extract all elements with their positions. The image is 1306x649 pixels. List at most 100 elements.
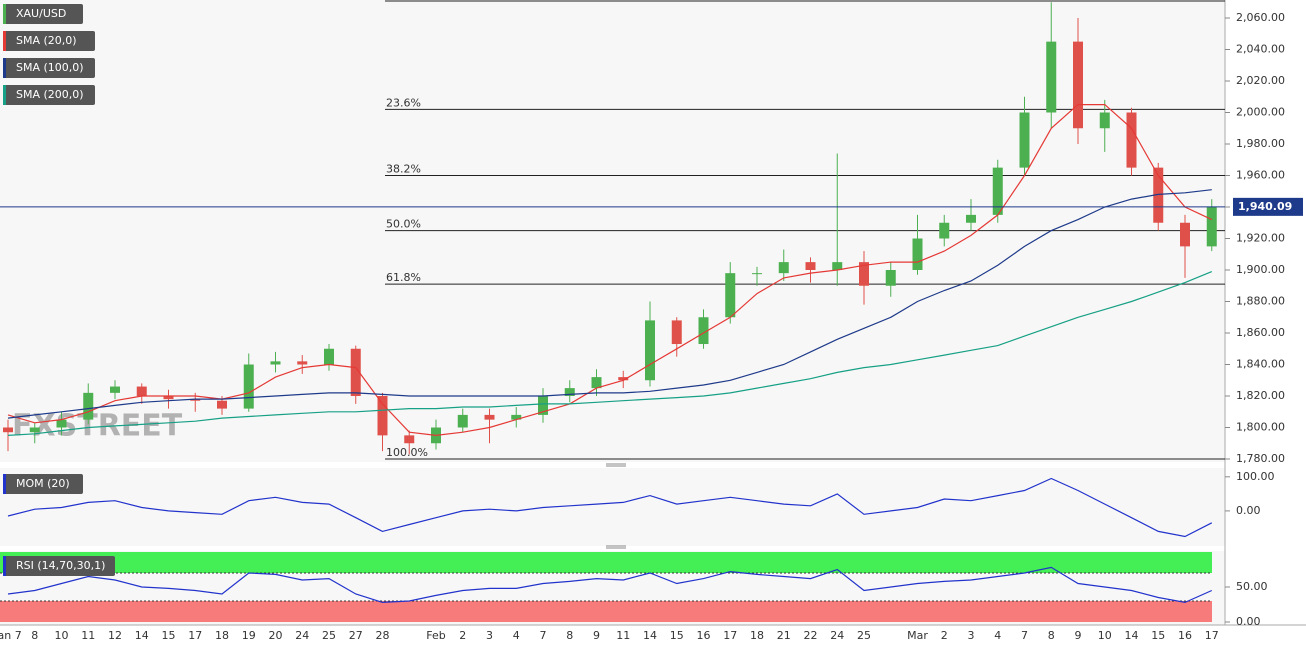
y-tick-label: 50.00 [1236, 580, 1268, 593]
y-tick-label: 2,060.00 [1236, 11, 1285, 24]
legend-box [3, 85, 95, 105]
fib-label: 23.6% [386, 96, 421, 109]
fib-label: 61.8% [386, 271, 421, 284]
legend-label: SMA (200,0) [16, 88, 84, 101]
candle-body [29, 427, 40, 433]
candle-body [83, 392, 94, 420]
x-tick-label: 24 [295, 629, 309, 642]
x-tick-label: 2 [459, 629, 466, 642]
legend-box [3, 556, 115, 576]
y-tick-label: 2,000.00 [1236, 106, 1285, 119]
x-tick-label: 4 [513, 629, 520, 642]
x-tick-label: 14 [135, 629, 149, 642]
sma-line [7, 189, 1212, 419]
x-tick-label: 11 [81, 629, 95, 642]
x-tick-label: 9 [1075, 629, 1082, 642]
candle-body [1073, 41, 1083, 129]
x-tick-label: Feb [426, 629, 445, 642]
y-tick-label: 1,960.00 [1236, 169, 1285, 182]
x-tick-label: 15 [670, 629, 684, 642]
legend-swatch [3, 31, 6, 51]
candle-body [457, 414, 468, 428]
x-tick-label: 8 [566, 629, 573, 642]
candle-body [859, 262, 869, 286]
fib-label: 38.2% [386, 163, 421, 176]
x-tick-label: 7 [540, 629, 547, 642]
legend-swatch [3, 474, 6, 494]
legend-swatch [3, 556, 6, 576]
y-tick-label: 1,780.00 [1236, 452, 1285, 465]
candle-body [297, 361, 308, 365]
candle-body [591, 377, 602, 389]
candle-body [404, 435, 415, 444]
legend-label: SMA (100,0) [16, 61, 84, 74]
x-tick-label: 8 [31, 629, 38, 642]
x-tick-label: 4 [994, 629, 1001, 642]
candle-body [484, 414, 495, 420]
mom-panel [0, 468, 1225, 546]
x-tick-label: 16 [1178, 629, 1192, 642]
legend-label: XAU/USD [16, 7, 66, 20]
x-tick-label: 14 [643, 629, 657, 642]
candle-body [752, 273, 762, 275]
last-price-box [1233, 197, 1303, 216]
candle-body [832, 262, 843, 270]
x-tick-label: 9 [593, 629, 600, 642]
x-tick-label: 17 [1205, 629, 1219, 642]
candle-body [1206, 207, 1217, 247]
candle-body [725, 273, 736, 318]
y-tick-label: 1,820.00 [1236, 389, 1285, 402]
x-tick-label: 17 [723, 629, 737, 642]
legend-label: MOM (20) [16, 477, 70, 490]
x-tick-label: 11 [616, 629, 630, 642]
x-tick-label: 24 [830, 629, 844, 642]
y-tick-label: 1,900.00 [1236, 263, 1285, 276]
candle-body [698, 317, 709, 345]
candle-body [377, 396, 388, 436]
x-tick-label: 10 [1098, 629, 1112, 642]
x-tick-label: 22 [804, 629, 818, 642]
y-tick-label: 1,980.00 [1236, 137, 1285, 150]
candle-body [1180, 222, 1190, 247]
x-tick-label: 17 [188, 629, 202, 642]
x-tick-label: 21 [777, 629, 791, 642]
candle-body [538, 396, 548, 415]
x-tick-label: 18 [215, 629, 229, 642]
x-tick-label: 10 [55, 629, 69, 642]
indicator-line [7, 566, 1213, 604]
candle-body [270, 361, 281, 365]
legend-box [3, 58, 95, 78]
candle-body [805, 262, 816, 270]
candle-body [3, 427, 13, 433]
x-tick-label: 18 [750, 629, 764, 642]
y-tick-label: 2,020.00 [1236, 74, 1285, 87]
y-tick-label: 1,880.00 [1236, 295, 1285, 308]
x-tick-label: 15 [1151, 629, 1165, 642]
x-tick-label: 15 [162, 629, 176, 642]
y-tick-label: 2,040.00 [1236, 43, 1285, 56]
y-tick-label: 1,860.00 [1236, 326, 1285, 339]
candle-body [1126, 112, 1137, 168]
legend-swatch [3, 58, 6, 78]
x-tick-label: 12 [108, 629, 122, 642]
candle-body [511, 414, 522, 420]
candle-body [110, 386, 120, 393]
candle-body [645, 320, 655, 381]
x-tick-label: 3 [968, 629, 975, 642]
candle-body [350, 348, 361, 396]
y-tick-label: 0.00 [1236, 615, 1261, 628]
overbought-zone [0, 552, 1212, 573]
oversold-zone [0, 601, 1212, 622]
x-tick-label: 28 [376, 629, 390, 642]
x-tick-label: 16 [697, 629, 711, 642]
candle-body [939, 222, 950, 239]
x-tick-label: 19 [242, 629, 256, 642]
x-tick-label: 2 [941, 629, 948, 642]
candle-body [885, 270, 896, 286]
candle-body [190, 399, 201, 401]
candle-body [1099, 112, 1110, 129]
x-tick-label: 25 [322, 629, 336, 642]
x-tick-label: 25 [857, 629, 871, 642]
fib-label: 100.0% [386, 446, 428, 459]
candle-body [671, 320, 682, 345]
